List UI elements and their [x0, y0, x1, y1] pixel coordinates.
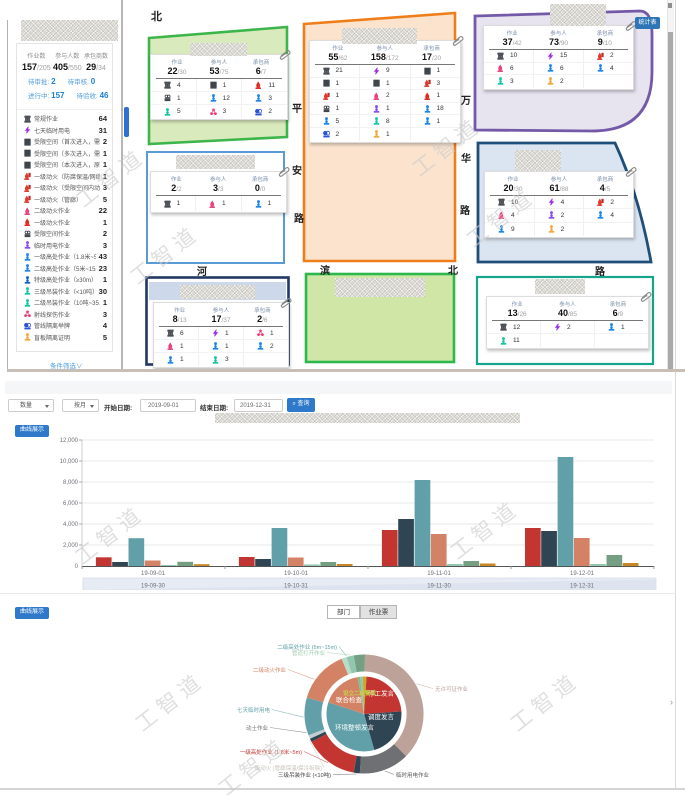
svg-text:无许可证作业: 无许可证作业 [435, 685, 469, 693]
svg-text:4,000: 4,000 [63, 522, 79, 528]
svg-text:6,000: 6,000 [63, 501, 79, 507]
svg-text:19-09-30: 19-09-30 [141, 584, 166, 590]
svg-text:一级动火 (管廊保温/保冷拆除): 一级动火 (管廊保温/保冷拆除) [249, 764, 322, 772]
svg-text:0: 0 [75, 564, 79, 570]
svg-text:19-12-31: 19-12-31 [570, 584, 595, 590]
svg-text:设立二级警戒: 设立二级警戒 [343, 689, 377, 697]
svg-text:管道打开作业: 管道打开作业 [292, 649, 326, 657]
svg-text:19-09-01: 19-09-01 [141, 571, 166, 577]
svg-text:环境整顿发言: 环境整顿发言 [335, 723, 375, 732]
svg-text:一级高处作业 (1.8米~5m): 一级高处作业 (1.8米~5m) [240, 748, 302, 756]
svg-text:10,000: 10,000 [60, 459, 79, 465]
svg-text:联合检查: 联合检查 [336, 695, 363, 704]
svg-text:调度发言: 调度发言 [368, 712, 395, 721]
svg-text:二级高处作业 (5m~15m): 二级高处作业 (5m~15m) [277, 643, 337, 651]
svg-text:二级动火作业: 二级动火作业 [253, 666, 287, 674]
svg-text:临时用电作业: 临时用电作业 [396, 771, 430, 779]
svg-text:七天临时用电: 七天临时用电 [237, 706, 271, 714]
svg-text:19-10-31: 19-10-31 [284, 584, 309, 590]
svg-text:19-10-01: 19-10-01 [284, 571, 309, 577]
svg-text:19-11-30: 19-11-30 [427, 584, 451, 590]
svg-text:19-11-01: 19-11-01 [427, 571, 451, 577]
svg-text:三级吊装作业 (<10吨): 三级吊装作业 (<10吨) [278, 771, 331, 779]
svg-text:2,000: 2,000 [63, 543, 79, 549]
svg-text:8,000: 8,000 [63, 480, 79, 486]
svg-text:12,000: 12,000 [60, 438, 79, 444]
svg-text:停工发言: 停工发言 [368, 689, 395, 698]
svg-text:动土作业: 动土作业 [246, 724, 269, 732]
svg-text:19-12-01: 19-12-01 [570, 571, 595, 577]
